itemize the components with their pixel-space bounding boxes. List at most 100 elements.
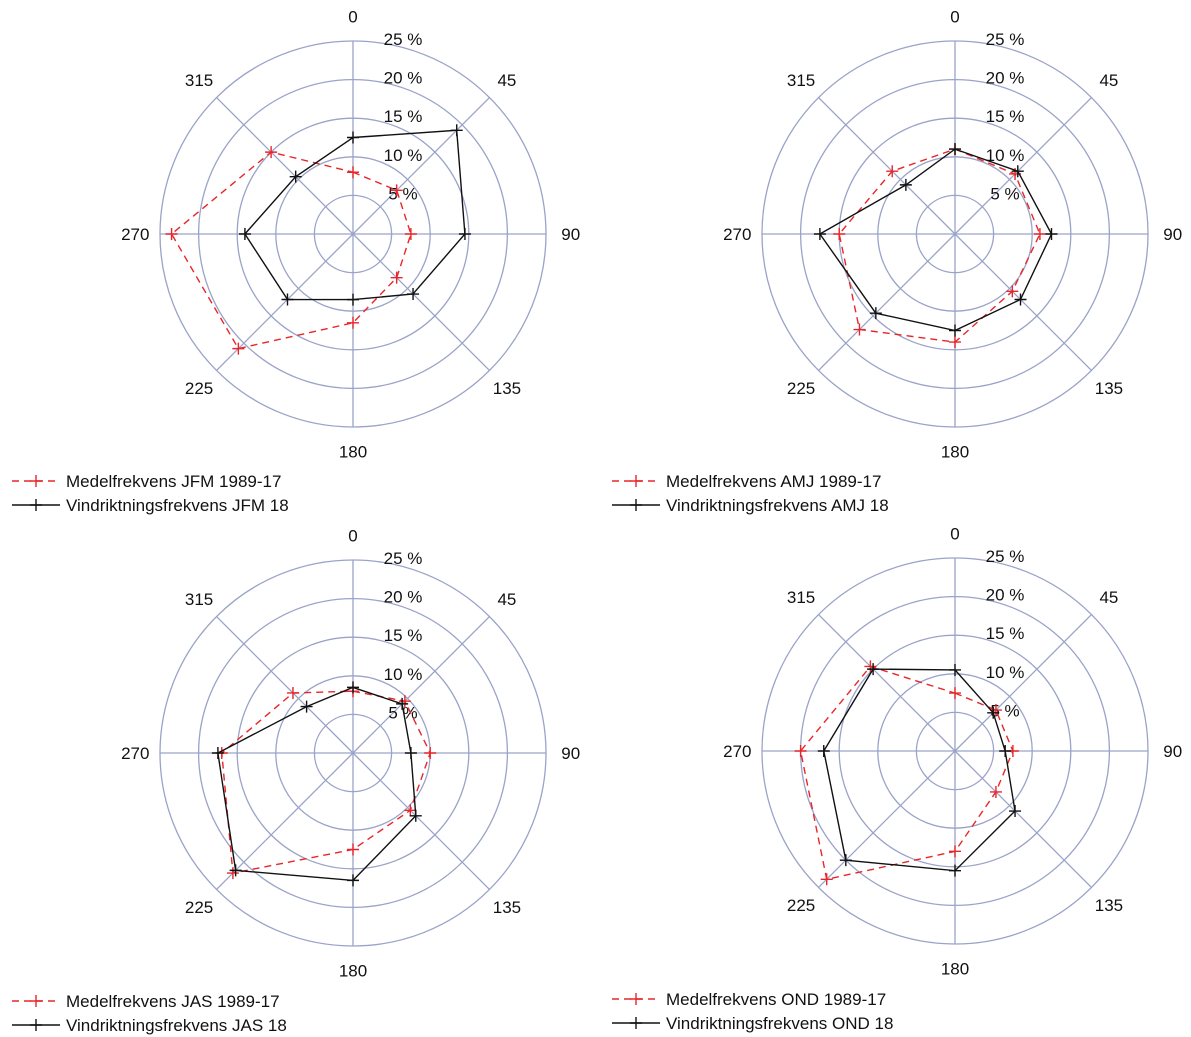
angle-tick-label: 270	[121, 744, 149, 763]
series-point	[1009, 805, 1022, 818]
radial-tick-label: 5 %	[388, 184, 417, 203]
grid-spoke	[818, 97, 956, 235]
angle-tick-label: 135	[1095, 896, 1123, 915]
series-point	[424, 747, 437, 759]
grid-spoke	[216, 616, 354, 754]
radar-chart-4: 5 %10 %15 %20 %25 %04590135180225270315M…	[612, 524, 1182, 1033]
angle-tick-label: 45	[1099, 588, 1118, 607]
grid-spoke	[352, 616, 490, 754]
angle-tick-label: 135	[493, 898, 521, 917]
grid-spoke	[216, 97, 354, 235]
angle-tick-label: 135	[1095, 379, 1123, 398]
legend-label: Vindriktningsfrekvens JAS 18	[66, 1016, 287, 1035]
series-point	[949, 687, 961, 700]
series-point	[281, 293, 294, 306]
legend-marker	[630, 993, 642, 1005]
legend-label: Medelfrekvens JAS 1989-17	[66, 992, 280, 1011]
series-point	[226, 867, 239, 880]
series-point	[409, 809, 422, 822]
series-point	[864, 660, 877, 673]
series-point	[949, 663, 961, 676]
grid-spoke	[954, 233, 1092, 371]
legend-entry: Vindriktningsfrekvens AMJ 18	[612, 496, 889, 515]
legend-entry: Vindriktningsfrekvens OND 18	[612, 1014, 893, 1033]
grid-spoke	[954, 97, 1092, 235]
series-point	[949, 864, 961, 877]
grid-spoke	[954, 614, 1092, 752]
radial-tick-label: 10 %	[986, 663, 1025, 682]
legend-marker	[630, 1017, 642, 1029]
radial-tick-label: 20 %	[986, 586, 1025, 605]
series-point	[987, 706, 1000, 719]
series-point	[347, 874, 359, 887]
series-point	[853, 323, 866, 336]
angle-tick-label: 0	[950, 7, 959, 26]
series-point	[265, 146, 278, 159]
radial-tick-label: 10 %	[384, 146, 423, 165]
series-point	[899, 178, 912, 191]
legend-marker	[630, 475, 642, 487]
series-point	[404, 228, 417, 240]
angle-tick-label: 180	[339, 443, 367, 462]
grid-spoke	[216, 233, 354, 371]
angle-tick-label: 135	[493, 379, 521, 398]
series-point	[229, 864, 242, 877]
series-point	[404, 747, 417, 759]
angle-tick-label: 180	[941, 960, 969, 979]
series-point	[820, 873, 833, 886]
radial-tick-label: 15 %	[986, 107, 1025, 126]
series-point	[949, 336, 961, 349]
series-point	[1014, 293, 1027, 306]
angle-tick-label: 225	[185, 898, 213, 917]
legend-marker	[30, 499, 42, 511]
radial-tick-label: 25 %	[986, 30, 1025, 49]
legend-marker	[30, 1019, 42, 1031]
series-point	[813, 228, 826, 240]
angle-tick-label: 315	[185, 71, 213, 90]
grid-spoke	[352, 752, 490, 890]
series-point	[999, 745, 1012, 757]
legend-label: Medelfrekvens OND 1989-17	[666, 990, 886, 1009]
angle-tick-label: 90	[1163, 742, 1182, 761]
series-point	[886, 165, 899, 178]
legend-label: Vindriktningsfrekvens JFM 18	[66, 496, 289, 515]
angle-tick-label: 45	[1099, 71, 1118, 90]
angle-tick-label: 0	[950, 524, 959, 543]
series-point	[347, 681, 359, 694]
angle-tick-label: 225	[787, 896, 815, 915]
radial-tick-label: 15 %	[384, 626, 423, 645]
angle-tick-label: 180	[339, 962, 367, 981]
angle-tick-label: 270	[723, 742, 751, 761]
radial-tick-label: 15 %	[986, 624, 1025, 643]
angle-tick-label: 270	[723, 225, 751, 244]
series-point	[398, 695, 411, 708]
angle-tick-label: 90	[1163, 225, 1182, 244]
radar-chart-2: 5 % 10 % 15 % 20 % 25 % 0 45 90 135 180 225 270 315 M…	[612, 7, 1182, 515]
series-point	[232, 342, 245, 355]
radial-tick-label: 25 %	[384, 549, 423, 568]
angle-tick-label: 90	[561, 744, 580, 763]
radial-tick-label: 10 %	[384, 665, 423, 684]
angle-tick-label: 45	[497, 71, 516, 90]
series-point	[458, 228, 471, 240]
series-point	[347, 293, 359, 306]
angle-tick-label: 90	[561, 225, 580, 244]
grid-spoke	[352, 97, 490, 235]
series-line	[838, 148, 1041, 343]
series-point	[347, 316, 359, 329]
legend-marker	[30, 995, 42, 1007]
series-line	[170, 151, 412, 350]
angle-tick-label: 180	[941, 443, 969, 462]
series-point	[1033, 228, 1046, 240]
angle-tick-label: 0	[348, 526, 357, 545]
series-point	[1045, 228, 1058, 240]
angle-tick-label: 270	[121, 225, 149, 244]
angle-tick-label: 315	[185, 590, 213, 609]
angle-tick-label: 315	[787, 71, 815, 90]
series-point	[833, 228, 846, 240]
series-line	[823, 668, 1016, 872]
legend-label: Vindriktningsfrekvens OND 18	[666, 1014, 893, 1033]
series-point	[817, 745, 830, 757]
legend-entry: Vindriktningsfrekvens JAS 18	[12, 1016, 287, 1035]
